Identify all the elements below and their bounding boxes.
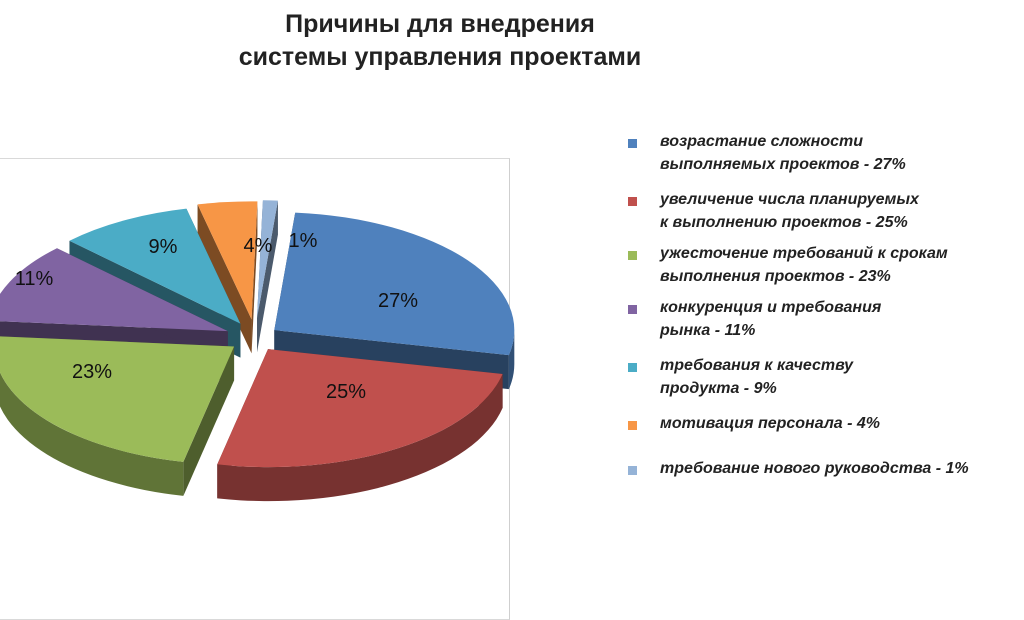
legend-swatch: [628, 305, 637, 314]
chart-legend: возрастание сложности выполняемых проект…: [622, 130, 1022, 480]
legend-label: увеличение числа планируемых к выполнени…: [660, 191, 919, 231]
chart-title-line-2: системы управления проектами: [238, 43, 642, 71]
slice-top: [69, 208, 241, 324]
legend-item: увеличение числа планируемых к выполнени…: [622, 188, 1022, 234]
slice-top: [197, 201, 258, 320]
slice-side: [0, 372, 184, 496]
data-label-9pct: 9%: [149, 236, 178, 258]
legend-label: мотивация персонала - 4%: [660, 415, 881, 432]
data-label-4pct: 4%: [244, 235, 273, 257]
legend-item: конкуренция и требования рынка - 11%: [622, 296, 1022, 342]
data-label-25pct: 25%: [326, 381, 366, 403]
data-label-27pct: 27%: [378, 290, 418, 312]
data-label-23pct: 23%: [72, 361, 112, 383]
legend-label: ужесточение требований к срокам выполнен…: [660, 245, 948, 285]
legend-swatch: [628, 251, 637, 260]
pie-slice-25pct: [217, 349, 503, 502]
pie-slice-4pct: [197, 201, 258, 354]
chart-title-line-1: Причины для внедрения: [285, 10, 595, 38]
slice-side: [217, 374, 503, 502]
legend-item: ужесточение требований к срокам выполнен…: [622, 242, 1022, 288]
legend-swatch: [628, 363, 637, 372]
slice-side: [508, 330, 515, 390]
legend-label: возрастание сложности выполняемых проект…: [660, 133, 906, 173]
legend-item: возрастание сложности выполняемых проект…: [622, 130, 1022, 176]
pie-slice-1pct: [257, 200, 278, 353]
data-label-1pct: 1%: [289, 230, 318, 252]
legend-swatch: [628, 421, 637, 430]
data-label-11pct: 11%: [15, 268, 54, 290]
legend-item: мотивация персонала - 4%: [622, 412, 1022, 435]
slice-wall: [183, 346, 235, 496]
pie-slice-23pct: [0, 336, 235, 496]
slice-top: [0, 336, 235, 462]
slice-wall: [197, 204, 252, 354]
slice-wall: [251, 201, 258, 354]
slice-top: [0, 248, 228, 332]
chart-title: Причины для внедрения системы управления…: [150, 8, 730, 74]
legend-label: требование нового руководства - 1%: [660, 460, 969, 477]
legend-swatch: [628, 466, 637, 475]
legend-swatch: [628, 197, 637, 206]
legend-label: требования к качеству продукта - 9%: [660, 357, 854, 397]
legend-swatch: [628, 139, 637, 148]
legend-item: требование нового руководства - 1%: [622, 457, 1022, 480]
pie-chart: 27% 25% 23% 11% 9% 4% 1%: [0, 200, 515, 502]
legend-item: требования к качеству продукта - 9%: [622, 354, 1022, 400]
slice-top: [274, 212, 515, 356]
slice-top: [217, 349, 503, 468]
slice-wall: [257, 200, 278, 353]
legend-label: конкуренция и требования рынка - 11%: [660, 299, 882, 339]
slice-top: [257, 200, 278, 319]
